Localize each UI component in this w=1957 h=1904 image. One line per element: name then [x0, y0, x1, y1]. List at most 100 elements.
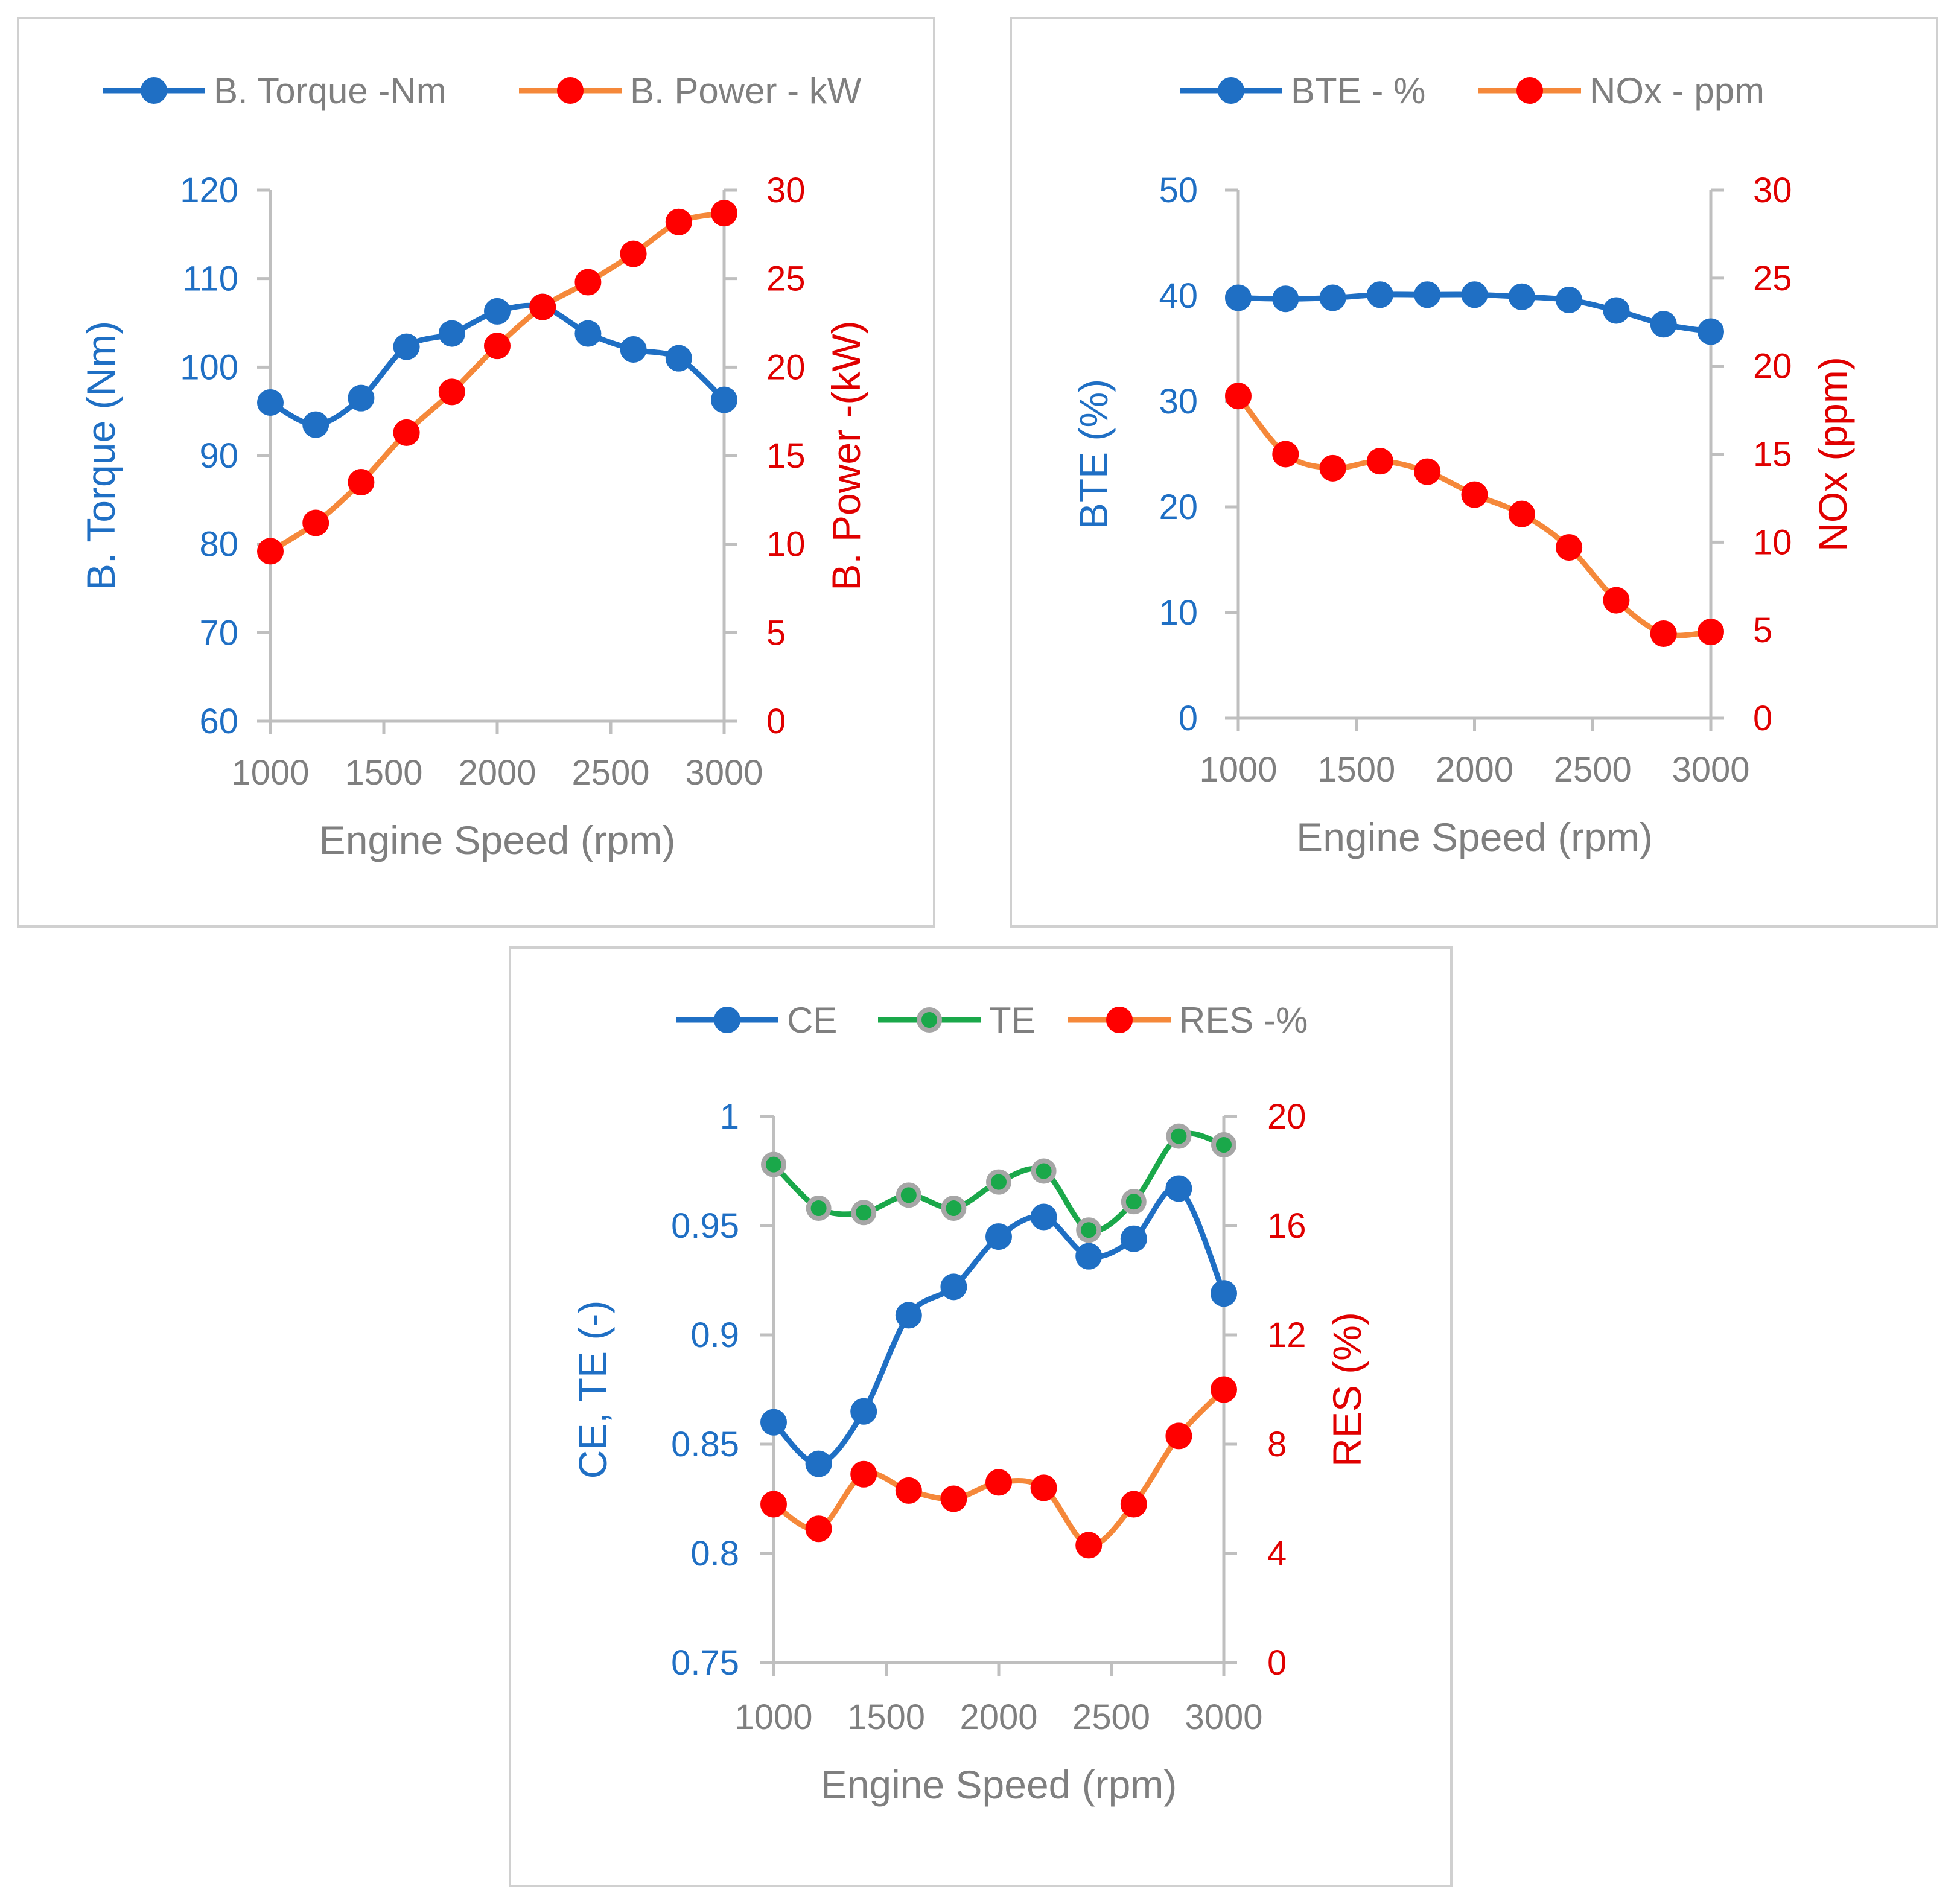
legend-label-ce: CE [787, 1000, 837, 1040]
data-point-b-power-kw [257, 538, 284, 565]
x-tick-label: 2000 [1436, 750, 1513, 789]
left-tick-label: 0.95 [671, 1206, 739, 1246]
left-tick-label: 100 [180, 348, 238, 387]
left-tick-label: 110 [183, 259, 238, 299]
data-point-b-power-kw [393, 419, 420, 446]
data-point-res [1075, 1532, 1103, 1559]
legend-marker-b-power-kw [557, 77, 584, 104]
data-point-nox-ppm [1650, 620, 1677, 647]
data-point-ce [985, 1223, 1012, 1250]
data-point-nox-ppm [1225, 383, 1252, 410]
data-point-te [941, 1196, 967, 1221]
legend-marker-bte [1218, 77, 1244, 104]
legend-marker-te [917, 1007, 942, 1033]
right-tick-label: 10 [1753, 523, 1792, 562]
data-point-te [851, 1200, 877, 1226]
data-point-nox-ppm [1508, 500, 1535, 527]
panel-frame [17, 17, 935, 928]
right-tick-label: 25 [766, 259, 806, 299]
left-tick-label: 50 [1159, 171, 1198, 210]
legend-marker-b-torque-nm [141, 77, 167, 104]
y-left-axis-title: B. Torque (Nm) [78, 321, 123, 590]
data-point-ce [940, 1273, 967, 1301]
data-point-b-torque-nm [302, 411, 329, 438]
data-point-te [986, 1169, 1011, 1195]
left-tick-label: 40 [1159, 276, 1198, 316]
right-tick-label: 16 [1267, 1206, 1306, 1246]
left-tick-label: 0 [1179, 699, 1198, 738]
x-axis-title: Engine Speed (rpm) [821, 1762, 1177, 1807]
x-tick-label: 2000 [959, 1698, 1037, 1737]
data-point-bte [1650, 311, 1677, 338]
data-point-te [1076, 1217, 1102, 1243]
data-point-te [1166, 1123, 1192, 1149]
x-tick-label: 1000 [1199, 750, 1277, 789]
data-point-b-torque-nm [665, 345, 692, 372]
right-tick-label: 30 [766, 171, 806, 210]
data-point-b-power-kw [302, 509, 329, 536]
left-tick-label: 0.8 [690, 1534, 739, 1573]
data-point-bte [1698, 318, 1724, 345]
right-tick-label: 20 [1753, 347, 1792, 386]
data-point-res [805, 1515, 832, 1543]
data-point-nox-ppm [1603, 587, 1630, 614]
y-right-axis-title: B. Power -(kW) [824, 320, 868, 590]
data-point-b-power-kw [620, 240, 647, 267]
data-point-ce [1120, 1225, 1147, 1252]
data-point-ce [895, 1302, 922, 1329]
x-tick-label: 1500 [847, 1698, 925, 1737]
x-axis-title: Engine Speed (rpm) [319, 818, 676, 862]
data-point-res [1030, 1474, 1057, 1501]
right-tick-label: 20 [1267, 1097, 1306, 1136]
data-point-b-torque-nm [257, 389, 284, 416]
data-point-b-power-kw [438, 378, 465, 406]
data-point-res [1165, 1422, 1192, 1450]
data-point-b-torque-nm [620, 336, 647, 363]
y-right-axis-title: RES (%) [1325, 1312, 1369, 1467]
left-tick-label: 30 [1159, 382, 1198, 421]
left-tick-label: 70 [199, 613, 238, 652]
right-tick-label: 0 [766, 702, 786, 741]
right-tick-label: 5 [766, 613, 786, 652]
right-tick-label: 30 [1753, 171, 1792, 210]
x-tick-label: 1500 [1317, 750, 1395, 789]
data-point-ce [1030, 1203, 1057, 1231]
left-tick-label: 60 [199, 702, 238, 741]
data-point-b-power-kw [348, 469, 375, 495]
right-tick-label: 20 [766, 348, 806, 387]
data-point-te [896, 1182, 921, 1208]
left-tick-label: 20 [1159, 488, 1198, 527]
right-tick-label: 4 [1267, 1534, 1287, 1573]
left-tick-label: 0.85 [671, 1425, 739, 1464]
data-point-bte [1461, 281, 1488, 308]
legend-label-te: TE [989, 1000, 1036, 1040]
y-left-axis-title: BTE (%) [1071, 379, 1116, 529]
data-point-ce [1211, 1280, 1237, 1307]
data-point-te [761, 1151, 786, 1177]
data-point-bte [1319, 284, 1346, 311]
data-point-nox-ppm [1319, 454, 1346, 482]
data-point-te [806, 1196, 832, 1221]
legend-label-b-power-kw: B. Power - kW [630, 71, 862, 111]
data-point-b-torque-nm [574, 320, 602, 347]
data-point-te [1211, 1132, 1236, 1158]
data-point-bte [1225, 284, 1252, 311]
right-tick-label: 15 [766, 436, 806, 476]
data-point-nox-ppm [1272, 441, 1299, 468]
x-tick-label: 3000 [685, 753, 763, 792]
y-right-axis-title: NOx (ppm) [1810, 357, 1855, 552]
data-point-b-power-kw [574, 269, 602, 296]
data-point-ce [850, 1398, 877, 1425]
left-tick-label: 10 [1159, 593, 1198, 632]
left-tick-label: 120 [180, 171, 238, 210]
data-point-b-power-kw [665, 208, 692, 235]
legend-label-b-torque-nm: B. Torque -Nm [214, 71, 447, 111]
data-point-te [1031, 1158, 1057, 1184]
data-point-bte [1366, 281, 1393, 308]
legend-label-res: RES -% [1179, 1000, 1308, 1040]
x-tick-label: 1000 [231, 753, 309, 792]
left-tick-label: 80 [199, 525, 238, 564]
legend-marker-nox-ppm [1516, 77, 1543, 104]
x-tick-label: 1500 [345, 753, 422, 792]
